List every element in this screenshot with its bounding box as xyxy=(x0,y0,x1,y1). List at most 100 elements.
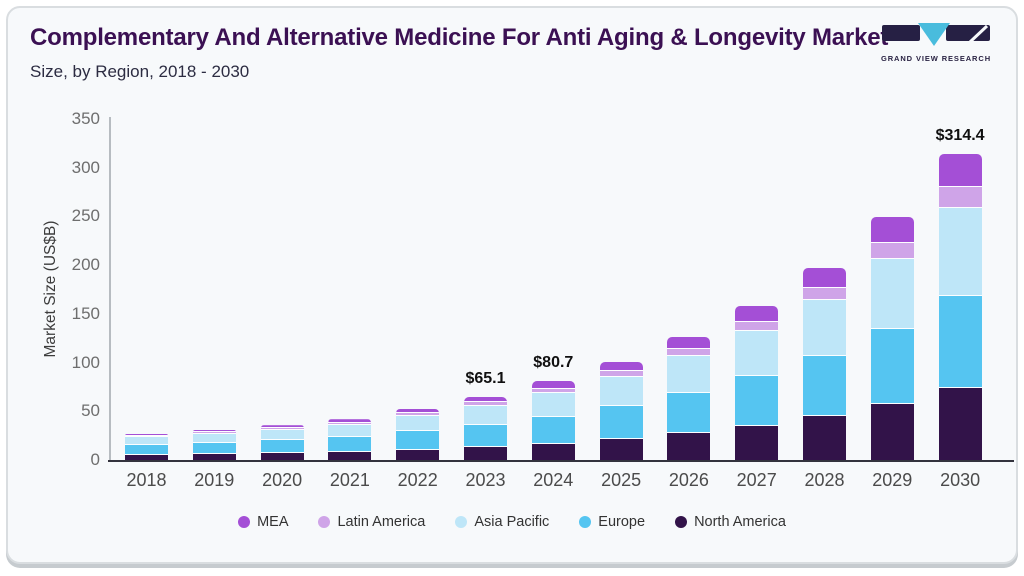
segment-2028-asia-pacific[interactable] xyxy=(803,299,846,356)
segment-2029-north-america[interactable] xyxy=(870,403,914,460)
bar-2024[interactable] xyxy=(531,381,575,460)
segment-2023-europe[interactable] xyxy=(464,424,507,447)
segment-2019-mea[interactable] xyxy=(192,429,236,433)
segment-2020-europe[interactable] xyxy=(260,440,304,454)
segment-2029-mea[interactable] xyxy=(870,217,914,244)
y-tick-300: 300 xyxy=(71,157,100,177)
segment-2022-mea[interactable] xyxy=(396,408,440,414)
segment-2026-asia-pacific[interactable] xyxy=(667,356,711,393)
segment-2027-latin-america[interactable] xyxy=(735,321,779,332)
segment-2022-latin-america[interactable] xyxy=(396,413,440,417)
segment-2025-north-america[interactable] xyxy=(599,438,643,460)
bar-2019[interactable] xyxy=(192,429,236,460)
segment-2019-asia-pacific[interactable] xyxy=(192,433,236,443)
grand-view-research-logo: GRAND VIEW RESEARCH xyxy=(880,18,992,63)
segment-2020-north-america[interactable] xyxy=(260,453,304,460)
segment-2026-north-america[interactable] xyxy=(667,433,711,460)
segment-2030-latin-america[interactable] xyxy=(938,187,982,208)
segment-2025-latin-america[interactable] xyxy=(599,370,643,377)
segment-2023-mea[interactable] xyxy=(464,396,507,403)
x-tick-2025: 2025 xyxy=(601,470,642,490)
segment-2029-asia-pacific[interactable] xyxy=(870,258,914,329)
page-title: Complementary And Alternative Medicine F… xyxy=(30,24,889,51)
segment-2027-europe[interactable] xyxy=(735,376,779,426)
bar-2026[interactable] xyxy=(667,337,711,460)
segment-2024-north-america[interactable] xyxy=(531,443,575,460)
segment-2018-mea[interactable] xyxy=(125,433,168,436)
legend-item-asia-pacific[interactable]: Asia Pacific xyxy=(455,514,549,530)
segment-2027-mea[interactable] xyxy=(735,306,779,322)
segment-2018-north-america[interactable] xyxy=(125,455,168,460)
legend-item-mea[interactable]: MEA xyxy=(238,514,288,530)
legend-dot-asia-pacific xyxy=(455,516,468,528)
x-tick-2018: 2018 xyxy=(126,470,167,490)
segment-2021-latin-america[interactable] xyxy=(328,422,372,425)
segment-2025-europe[interactable] xyxy=(599,405,643,439)
segment-2018-asia-pacific[interactable] xyxy=(125,436,168,446)
bar-2030[interactable] xyxy=(938,153,982,460)
segment-2025-asia-pacific[interactable] xyxy=(599,376,643,406)
segment-2024-latin-america[interactable] xyxy=(531,388,575,394)
legend-item-latin-america[interactable]: Latin America xyxy=(318,514,425,530)
legend-item-europe[interactable]: Europe xyxy=(579,514,645,530)
segment-2021-europe[interactable] xyxy=(328,436,372,452)
y-axis-line xyxy=(109,117,111,461)
bar-2020[interactable] xyxy=(260,425,304,460)
segment-2026-latin-america[interactable] xyxy=(667,349,711,357)
segment-2019-north-america[interactable] xyxy=(192,454,236,460)
segment-2026-mea[interactable] xyxy=(667,337,711,349)
bar-2029[interactable] xyxy=(870,217,914,460)
segment-2021-north-america[interactable] xyxy=(328,451,372,460)
legend-dot-europe xyxy=(579,516,592,528)
segment-2024-mea[interactable] xyxy=(531,381,575,389)
segment-2023-latin-america[interactable] xyxy=(464,402,507,406)
bar-2028[interactable] xyxy=(803,267,846,460)
segment-2025-mea[interactable] xyxy=(599,361,643,371)
chart-legend: MEA Latin America Asia Pacific Europe North … xyxy=(0,514,1024,530)
bar-2025[interactable] xyxy=(599,361,643,460)
segment-2021-asia-pacific[interactable] xyxy=(328,424,372,437)
segment-2028-mea[interactable] xyxy=(803,267,846,288)
legend-label: Europe xyxy=(598,514,646,530)
segment-2021-mea[interactable] xyxy=(328,419,372,423)
segment-2020-mea[interactable] xyxy=(260,425,304,428)
segment-2019-europe[interactable] xyxy=(192,442,236,455)
segment-2028-north-america[interactable] xyxy=(803,416,846,460)
y-tick-250: 250 xyxy=(71,206,100,226)
segment-2018-latin-america[interactable] xyxy=(125,435,168,437)
segment-2019-latin-america[interactable] xyxy=(192,432,236,434)
x-tick-2022: 2022 xyxy=(397,470,438,490)
x-tick-2027: 2027 xyxy=(736,470,777,490)
segment-2024-europe[interactable] xyxy=(531,416,575,444)
segment-2023-asia-pacific[interactable] xyxy=(464,405,507,425)
segment-2028-latin-america[interactable] xyxy=(803,287,846,300)
segment-2023-north-america[interactable] xyxy=(464,446,507,460)
bar-2023[interactable] xyxy=(464,396,507,460)
segment-2029-latin-america[interactable] xyxy=(870,243,914,259)
legend-label: Latin America xyxy=(337,514,426,530)
segment-2024-asia-pacific[interactable] xyxy=(531,393,575,417)
segment-2030-mea[interactable] xyxy=(938,153,982,188)
legend-dot-north-america xyxy=(675,516,688,528)
bar-2027[interactable] xyxy=(735,306,779,460)
segment-2027-asia-pacific[interactable] xyxy=(735,331,779,377)
segment-2020-asia-pacific[interactable] xyxy=(260,429,304,441)
segment-2028-europe[interactable] xyxy=(803,355,846,417)
legend-item-north-america[interactable]: North America xyxy=(675,514,786,530)
x-tick-2020: 2020 xyxy=(262,470,303,490)
segment-2022-europe[interactable] xyxy=(396,431,440,450)
segment-2022-north-america[interactable] xyxy=(396,449,440,460)
segment-2029-europe[interactable] xyxy=(870,328,914,404)
legend-dot-latin-america xyxy=(318,516,331,528)
segment-2027-north-america[interactable] xyxy=(735,425,779,460)
segment-2020-latin-america[interactable] xyxy=(260,427,304,430)
segment-2022-asia-pacific[interactable] xyxy=(396,416,440,432)
segment-2026-europe[interactable] xyxy=(667,392,711,434)
segment-2030-europe[interactable] xyxy=(938,295,982,388)
segment-2018-europe[interactable] xyxy=(125,445,168,456)
bar-2022[interactable] xyxy=(396,408,440,460)
segment-2030-north-america[interactable] xyxy=(938,387,982,460)
bar-2018[interactable] xyxy=(125,433,168,460)
bar-2021[interactable] xyxy=(328,419,372,460)
segment-2030-asia-pacific[interactable] xyxy=(938,207,982,296)
